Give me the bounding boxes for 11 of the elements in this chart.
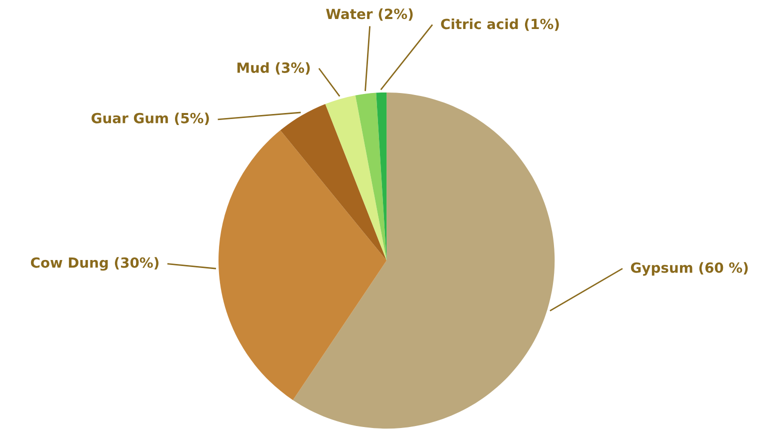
- slice-label: Water (2%): [326, 8, 413, 21]
- slice-label: Citric acid (1%): [441, 18, 559, 31]
- pie-slice: [325, 95, 387, 261]
- slice-label: Gypsum (60 %): [630, 262, 748, 276]
- slice-label: Mud (3%): [237, 62, 310, 75]
- slice-label: Cow Dung (30%): [30, 257, 158, 271]
- pie-slice: [218, 130, 387, 400]
- pie-slice: [355, 92, 387, 261]
- pie-slice: [292, 92, 555, 429]
- pie-slice: [280, 104, 387, 261]
- slice-label: Guar Gum (5%): [92, 112, 209, 125]
